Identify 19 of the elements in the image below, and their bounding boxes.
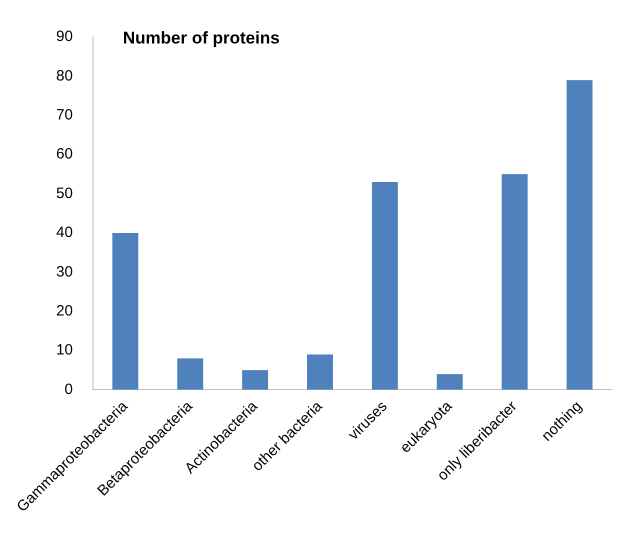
bar	[372, 182, 398, 390]
bar	[566, 80, 593, 390]
bar	[436, 374, 463, 390]
y-tick-label: 80	[56, 67, 73, 84]
y-tick-label: 90	[56, 28, 73, 46]
y-tick-label: 30	[56, 263, 73, 280]
y-tick-label: 70	[56, 106, 73, 124]
bar	[177, 358, 204, 390]
bar	[307, 354, 333, 390]
y-tick-label: 20	[56, 302, 73, 320]
bar	[112, 232, 138, 390]
bar	[242, 370, 268, 390]
y-tick-label: 0	[64, 380, 73, 398]
y-tick-label: 50	[56, 184, 73, 202]
bar	[502, 174, 528, 390]
chart-title: Number of proteins	[122, 28, 280, 48]
y-tick-label: 10	[56, 342, 73, 359]
y-tick-label: 60	[56, 146, 73, 163]
y-tick-label: 40	[56, 224, 73, 242]
